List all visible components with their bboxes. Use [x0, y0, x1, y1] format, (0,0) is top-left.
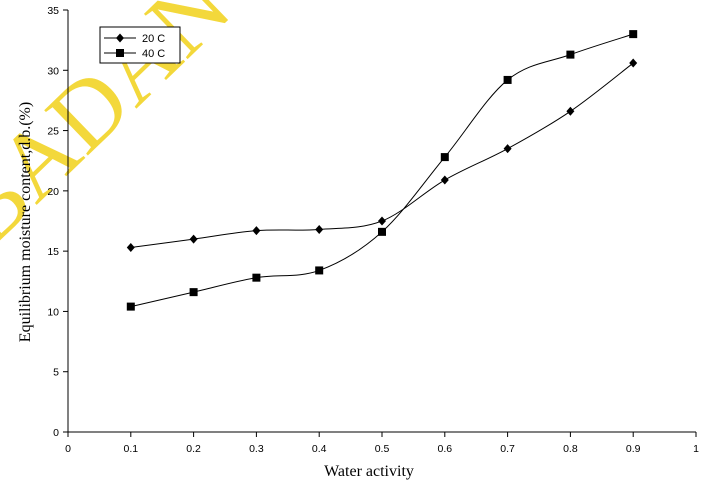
x-tick-label: 1 [693, 443, 699, 455]
legend-label: 40 C [142, 48, 165, 60]
legend-label: 20 C [142, 33, 165, 45]
x-tick-label: 0.5 [375, 443, 390, 455]
y-tick-label: 35 [47, 5, 59, 17]
data-point [629, 58, 638, 68]
x-tick-label: 0.7 [500, 443, 515, 455]
data-point [189, 234, 198, 244]
y-tick-label: 15 [47, 246, 59, 258]
x-tick-label: 0.3 [249, 443, 264, 455]
series-2 [126, 30, 638, 311]
x-tick-label: 0.1 [123, 443, 138, 455]
data-point [566, 50, 575, 59]
data-point [503, 144, 512, 154]
series-line [130, 62, 634, 249]
y-tick-label: 10 [47, 306, 59, 318]
x-tick-label: 0.6 [437, 443, 452, 455]
data-point [440, 153, 449, 162]
data-point [126, 243, 135, 253]
data-point [252, 226, 261, 236]
y-tick-label: 20 [47, 186, 59, 198]
legend: 20 C 40 C [99, 26, 181, 64]
series-layer [126, 30, 638, 311]
x-tick-label: 0.4 [312, 443, 327, 455]
series-line [130, 33, 634, 308]
data-point [126, 302, 135, 311]
data-point [252, 273, 261, 282]
x-axis-title: Water activity [324, 463, 414, 480]
data-point [378, 216, 386, 226]
y-tick-label: 30 [47, 65, 59, 77]
y-axis-title: Equilibrium moisture content,d.b.(%) [17, 102, 34, 342]
series-1 [126, 58, 638, 253]
x-tick-label: 0 [65, 443, 71, 455]
data-point [503, 75, 512, 84]
legend-marker [116, 33, 124, 43]
legend-marker [116, 49, 124, 57]
data-point [629, 30, 638, 39]
data-point [315, 224, 324, 234]
data-point [315, 266, 324, 275]
data-point [189, 288, 198, 297]
y-tick-label: 25 [47, 126, 59, 138]
y-tick-label: 0 [53, 427, 59, 439]
legend-box [99, 26, 181, 64]
data-point [566, 106, 575, 116]
data-point [440, 175, 449, 185]
axes: 0 5 10 15 20 25 30 35 0 0.1 0.2 0.3 0.4 0.5 0.6 0.7 0.8 0… [47, 5, 699, 455]
x-tick-label: 0.2 [186, 443, 201, 455]
data-point [378, 227, 386, 236]
y-tick-label: 5 [53, 367, 59, 379]
x-tick-label: 0.9 [626, 443, 641, 455]
x-tick-label: 0.8 [563, 443, 578, 455]
